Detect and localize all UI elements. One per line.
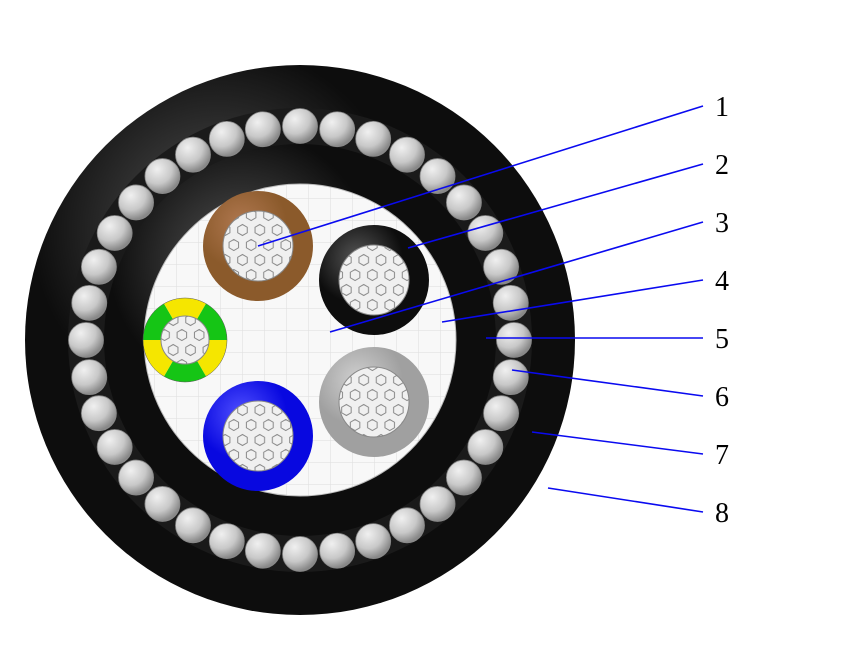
callout-label-5: 5	[715, 324, 729, 355]
callout-label-6: 6	[715, 382, 729, 413]
conductor-grey	[319, 347, 429, 457]
conductor-blue	[203, 381, 313, 491]
callout-label-3: 3	[715, 208, 729, 239]
callout-label-2: 2	[715, 150, 729, 181]
callout-label-4: 4	[715, 266, 729, 297]
conductor-green-yellow	[143, 298, 227, 382]
callout-label-7: 7	[715, 440, 729, 471]
callout-label-1: 1	[715, 92, 729, 123]
cable-cross-section-diagram: 1 2 3 4 5 6 7 8	[0, 0, 850, 650]
callout-label-8: 8	[715, 498, 729, 529]
